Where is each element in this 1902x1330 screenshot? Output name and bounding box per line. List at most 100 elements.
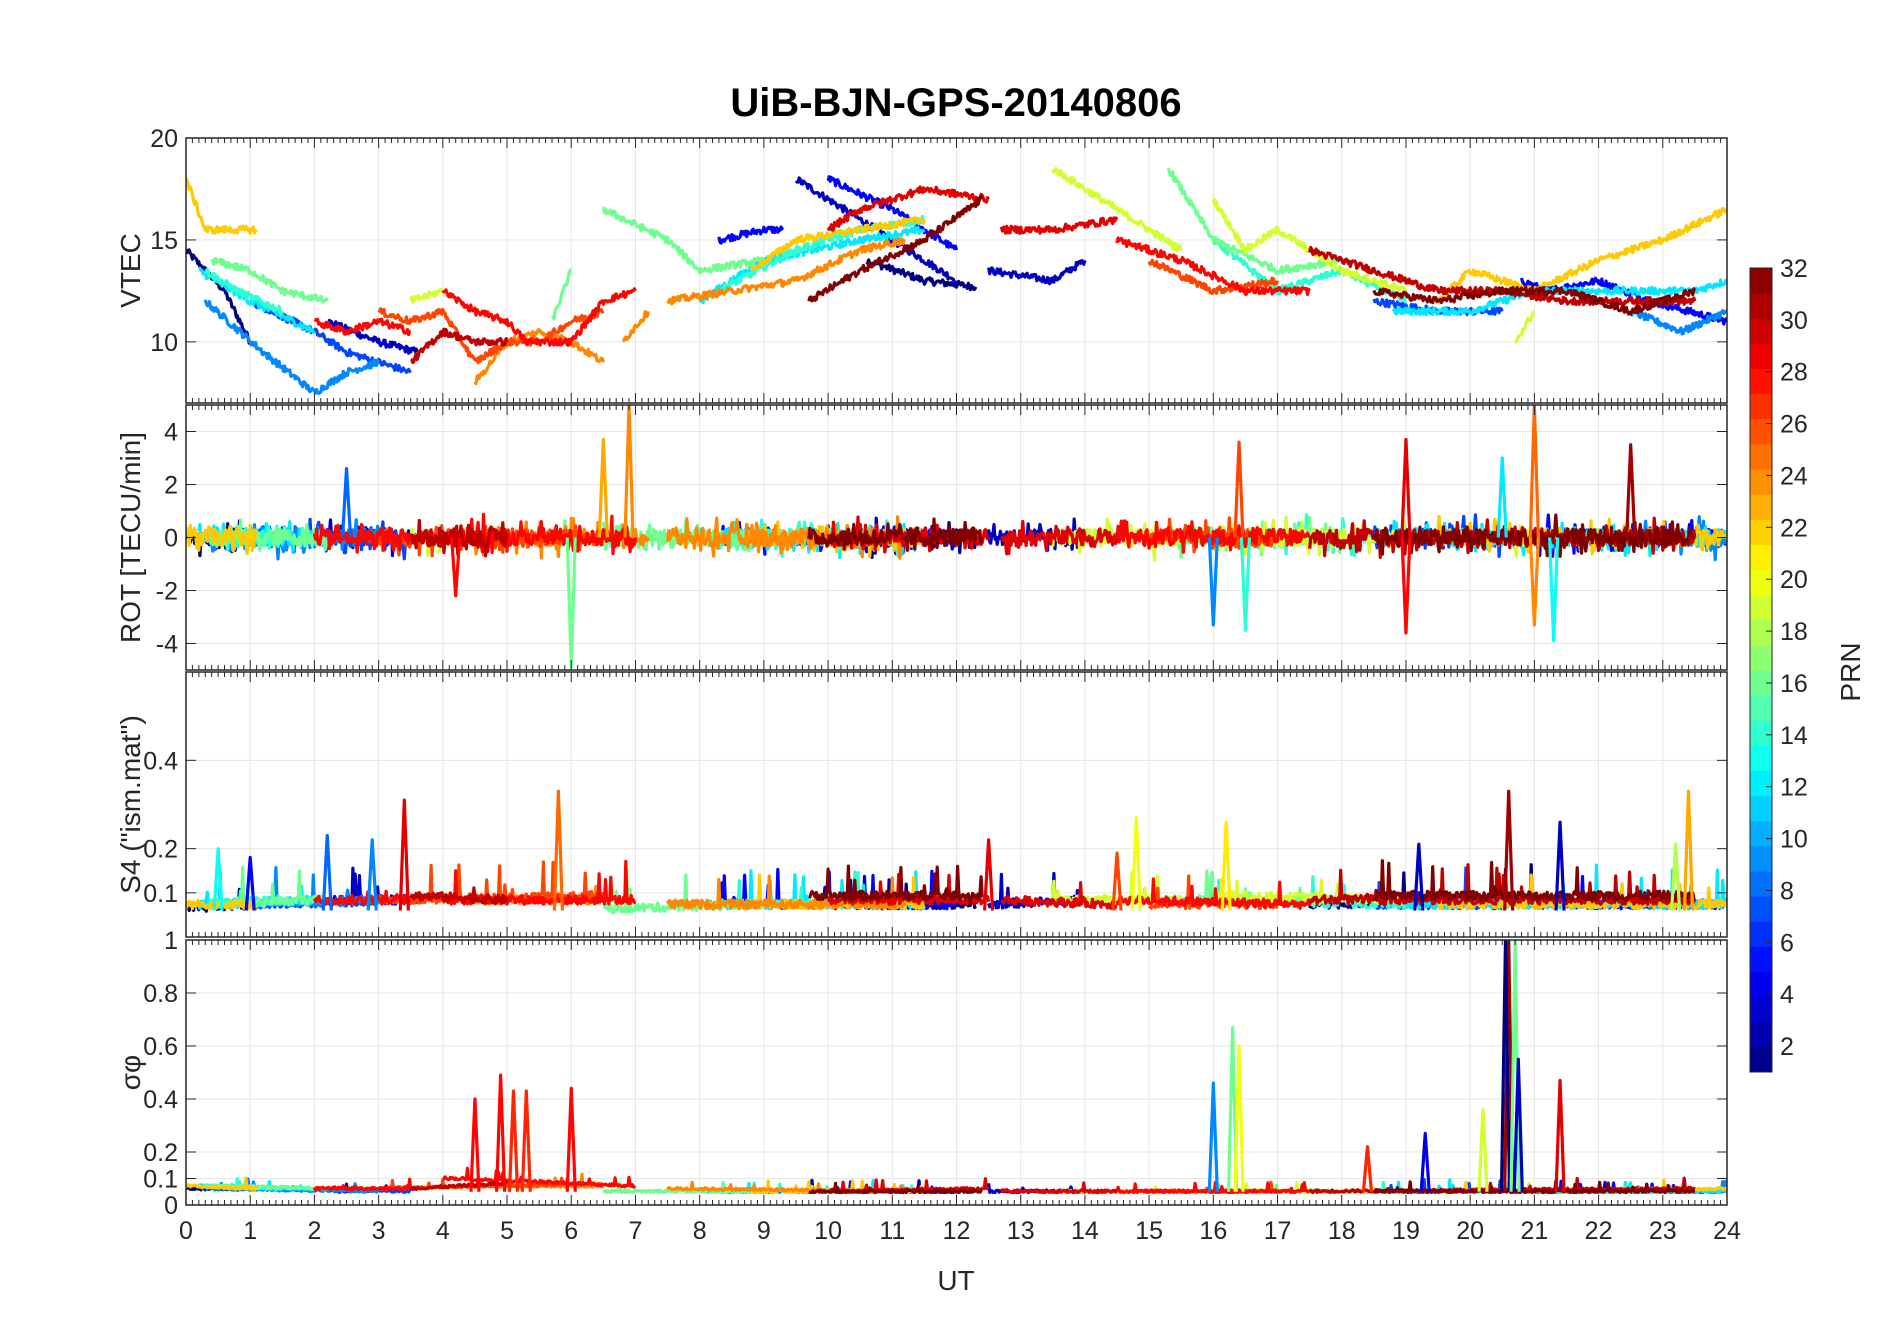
panel-rot-y-tick-label: 2 (164, 472, 178, 500)
panel-s4-series (186, 789, 1727, 915)
series-prn-24 (666, 874, 907, 911)
panel-sigma-y-tick-label: 0.8 (143, 980, 178, 1008)
panel-vtec-y-tick-label: 15 (150, 227, 178, 255)
spike-prn-19 (1477, 1107, 1489, 1192)
panel-sigma-y-tick-label: 0.2 (143, 1139, 178, 1167)
x-tick-label: 10 (814, 1217, 842, 1245)
series-prn-30 (409, 886, 509, 905)
colorbar-tick-label: 4 (1780, 981, 1794, 1009)
series-prn-29 (826, 185, 990, 232)
colorbar-swatch (1750, 670, 1772, 696)
spike-prn-24 (1528, 537, 1540, 627)
colorbar-swatch (1750, 343, 1772, 369)
panel-vtec-y-axis-label: VTEC (115, 233, 146, 308)
colorbar-swatch (1750, 820, 1772, 847)
series-prn-29 (999, 216, 1119, 235)
series-prn-19 (409, 288, 444, 304)
colorbar-swatch (1750, 1046, 1772, 1073)
spike-prn-25 (1528, 405, 1540, 538)
label-layer: VTEC ROT [TECU/min] S4 ("ism.mat") σφ (115, 233, 146, 1090)
x-tick-label: 1 (243, 1217, 257, 1245)
x-tick-label: 0 (179, 1217, 193, 1245)
colorbar-tick-label: 6 (1780, 929, 1794, 957)
x-tick-label: 11 (879, 1217, 905, 1245)
spike-prn-28 (450, 537, 462, 598)
spike-prn-25 (552, 789, 565, 911)
series-prn-29 (1000, 519, 1119, 556)
colorbar-frame (1749, 267, 1773, 1073)
series-prn-28 (312, 1177, 413, 1192)
spike-prn-5 (244, 855, 256, 911)
spike-prn-27 (507, 1089, 520, 1192)
spike-prn-31 (1625, 443, 1637, 538)
panel-rot-y-axis-label: ROT [TECU/min] (115, 432, 146, 643)
series-prn-5 (826, 175, 959, 251)
x-tick-label: 24 (1713, 1217, 1741, 1245)
colorbar-swatch (1750, 845, 1772, 872)
x-tick-label: 19 (1392, 1217, 1420, 1245)
panel-s4-y-tick-label: 0.4 (143, 747, 178, 775)
spike-prn-8 (340, 467, 353, 538)
series-prn-32 (807, 194, 984, 303)
colorbar-swatch (1750, 293, 1772, 319)
panel-s4-y-axis-label: S4 ("ism.mat") (115, 715, 146, 894)
series-layer (186, 167, 1727, 1195)
colorbar-tick-label: 10 (1780, 826, 1808, 854)
colorbar-swatch (1750, 519, 1772, 545)
colorbar-swatch (1750, 368, 1772, 395)
spike-prn-29 (398, 798, 410, 911)
spike-prn-13 (212, 847, 224, 911)
x-tick-label: 16 (1199, 1217, 1227, 1245)
spike-prn-3 (1512, 1057, 1524, 1192)
spike-prn-28 (565, 1086, 577, 1192)
colorbar-swatch (1750, 996, 1772, 1023)
panel-sigma-y-tick-label: 1 (164, 927, 178, 955)
colorbar-swatch (1750, 443, 1772, 470)
series-prn-22 (749, 216, 926, 272)
series-prn-22 (1436, 206, 1727, 305)
spike-prn-29 (1400, 437, 1412, 538)
series-prn-29 (999, 1181, 1118, 1195)
spike-prn-26 (1111, 851, 1123, 911)
spike-prn-9 (1207, 1081, 1219, 1192)
spike-prn-23 (1682, 789, 1695, 911)
spike-prn-3 (1413, 842, 1425, 911)
series-prn-5 (717, 225, 785, 245)
spike-prn-8 (321, 833, 333, 911)
x-tick-label: 17 (1264, 1217, 1292, 1245)
x-tick-label: 7 (629, 1217, 643, 1245)
series-prn-14 (203, 267, 284, 316)
panel-sigma-series (186, 940, 1727, 1195)
panel-sigma-y-axis-label: σφ (115, 1055, 146, 1090)
spike-prn-26 (1233, 440, 1245, 538)
spike-prn-24 (623, 405, 635, 538)
spike-prn-1 (1499, 940, 1512, 1192)
colorbar-swatch (1750, 494, 1772, 520)
spike-prn-28 (1400, 537, 1412, 635)
spike-prn-27 (1361, 1145, 1374, 1192)
series-prn-28 (312, 522, 413, 554)
spike-prn-4 (1419, 1131, 1431, 1192)
series-prn-22 (186, 523, 258, 556)
colorbar-swatch (1750, 318, 1772, 344)
series-prn-32 (1372, 859, 1696, 902)
x-tick-label: 9 (757, 1217, 771, 1245)
spike-prn-3 (1554, 820, 1566, 911)
series-prn-28 (441, 859, 637, 906)
x-tick-label: 12 (943, 1217, 971, 1245)
series-prn-32 (807, 517, 984, 552)
x-tick-label: 6 (564, 1217, 578, 1245)
x-tick-label: 13 (1007, 1217, 1035, 1245)
panel-sigma-y-tick-label: 0 (164, 1192, 178, 1220)
colorbar-swatch (1750, 770, 1772, 797)
colorbar-tick-label: 2 (1780, 1033, 1794, 1061)
colorbar-tick-label: 8 (1780, 877, 1794, 905)
colorbar-swatch (1750, 544, 1772, 570)
spike-prn-12 (1496, 456, 1508, 538)
colorbar-tick-label: 32 (1780, 255, 1808, 283)
colorbar-swatch (1750, 695, 1772, 721)
panel-sigma-y-tick-label: 0.6 (143, 1033, 178, 1061)
panel-rot-series (186, 405, 1727, 669)
series-prn-14 (1211, 236, 1407, 304)
